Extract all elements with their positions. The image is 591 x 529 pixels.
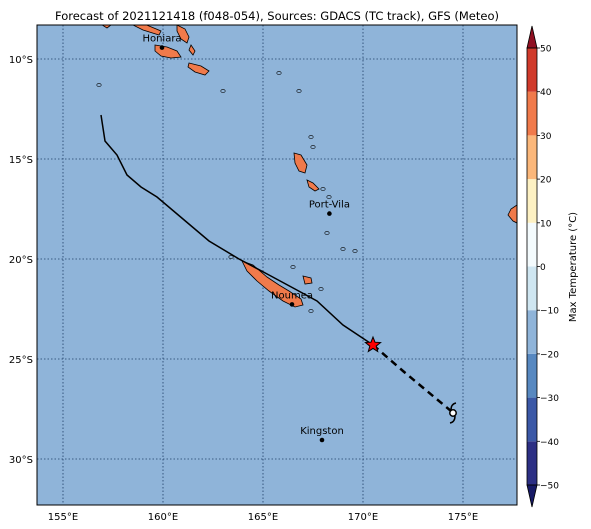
city-dot	[327, 211, 332, 216]
city-dot	[159, 45, 165, 50]
city-label: Port-Vila	[309, 200, 350, 211]
colorbar-tick-label: 20	[540, 176, 552, 186]
latitude-tick-label: 15°S	[9, 155, 33, 166]
colorbar-level	[527, 310, 537, 354]
colorbar-extend-low	[526, 484, 538, 508]
island-malekula	[306, 179, 320, 192]
island-makira	[187, 62, 210, 76]
islet-outline	[220, 89, 226, 93]
island-malaita	[176, 25, 190, 44]
land-masses	[96, 25, 517, 313]
forecast-track-line	[372, 344, 452, 412]
graticule-grid	[37, 25, 517, 505]
islet-outline	[326, 195, 332, 199]
colorbar-level	[527, 397, 537, 442]
longitude-tick-label: 175°E	[448, 512, 478, 523]
colorbar-tick-label: −20	[540, 350, 559, 360]
colorbar-level	[527, 48, 537, 92]
latitude-tick-label: 10°S	[9, 55, 33, 66]
colorbar-tick-label: 50	[540, 45, 552, 55]
colorbar-level	[527, 441, 537, 485]
colorbar-level	[527, 179, 537, 223]
colorbar-label: Max Temperature (°C)	[568, 212, 579, 322]
islet-outline	[96, 83, 102, 87]
current-position-star-icon	[364, 335, 382, 353]
city-label: Honiara	[142, 34, 181, 45]
island-new-caledonia	[241, 260, 304, 308]
longitude-tick-label: 160°E	[148, 512, 178, 523]
ocean-background	[37, 25, 517, 505]
island-lifou	[302, 275, 313, 285]
islet-outline	[290, 265, 296, 269]
city-label: Kingston	[300, 426, 344, 437]
islet-outline	[310, 145, 316, 149]
colorbar-tick-label: −40	[540, 438, 559, 448]
island-santa-isabel	[132, 25, 162, 36]
islet-outline	[324, 231, 330, 235]
colorbar-tick-label: −50	[540, 482, 559, 492]
colorbar-level	[527, 353, 537, 398]
cyclone-track	[100, 114, 457, 424]
island-fiji-viti-levu	[507, 204, 517, 224]
latitude-tick-labels: 10°S 15°S 20°S 25°S 30°S	[9, 55, 33, 466]
city-dot	[319, 437, 325, 443]
longitude-tick-label: 170°E	[348, 512, 378, 523]
city-label: Noumea	[271, 290, 313, 301]
colorbar-level	[527, 91, 537, 136]
island-espiritu-santo	[293, 152, 308, 174]
colorbar-tick-label: 0	[540, 263, 546, 273]
islet-outline	[228, 255, 234, 259]
colorbar: 50 40 30 20 10 0 −10 −20 −30 −40 −50	[526, 25, 559, 508]
colorbar-extend-high	[526, 25, 538, 49]
islet-outline	[276, 71, 282, 75]
map-title: Forecast of 2021121418 (f048-054), Sourc…	[55, 9, 499, 23]
tropical-cyclone-icon	[449, 402, 457, 424]
islet-outline	[352, 249, 358, 253]
city-dot	[289, 302, 295, 307]
colorbar-level	[527, 222, 537, 267]
latitude-tick-label: 30°S	[9, 455, 33, 466]
longitude-tick-labels: 155°E 160°E 165°E 170°E 175°E	[48, 512, 478, 523]
islet-outline	[320, 187, 326, 191]
islet-outline	[308, 309, 314, 313]
city-markers: Honiara Port-Vila Noumea Kingston	[142, 34, 350, 443]
colorbar-tick-label: −10	[540, 307, 559, 317]
latitude-tick-label: 20°S	[9, 255, 33, 266]
latitude-tick-label: 25°S	[9, 355, 33, 366]
longitude-tick-label: 165°E	[248, 512, 278, 523]
map-frame	[36, 24, 518, 506]
islet-outline	[340, 247, 346, 251]
colorbar-tick-label: 40	[540, 88, 552, 98]
colorbar-tick-label: 10	[540, 219, 552, 229]
island-choiseul-tip	[101, 25, 112, 29]
colorbar-tick-label: 30	[540, 132, 552, 142]
islet-outline	[318, 287, 324, 291]
islet-outline	[296, 89, 302, 93]
island-malaita-south	[188, 44, 196, 56]
colorbar-level	[527, 135, 537, 180]
colorbar-tick-label: −30	[540, 394, 559, 404]
longitude-tick-label: 155°E	[48, 512, 78, 523]
colorbar-level	[527, 266, 537, 311]
past-track-line	[100, 114, 374, 346]
islet-outline	[308, 135, 314, 139]
